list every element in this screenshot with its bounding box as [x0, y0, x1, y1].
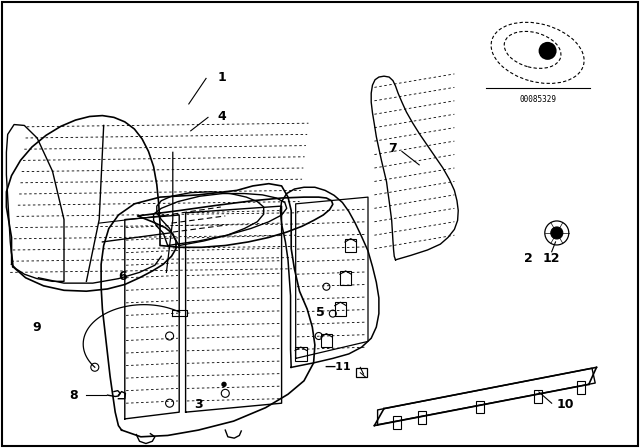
Bar: [534, 390, 541, 403]
Bar: [340, 271, 351, 284]
Bar: [356, 368, 367, 377]
Text: —11: —11: [324, 362, 351, 372]
Text: 8: 8: [69, 388, 78, 402]
Text: 6: 6: [118, 270, 127, 284]
Text: 9: 9: [33, 321, 42, 335]
Bar: [321, 334, 332, 347]
Text: 10: 10: [557, 397, 574, 411]
Bar: [419, 411, 426, 424]
Text: 12: 12: [543, 252, 561, 266]
Text: 5: 5: [316, 306, 324, 319]
Bar: [577, 381, 585, 394]
Circle shape: [222, 383, 226, 386]
Text: 3: 3: [194, 397, 203, 411]
Bar: [393, 416, 401, 429]
Ellipse shape: [504, 31, 561, 69]
Circle shape: [539, 42, 557, 60]
Bar: [295, 347, 307, 361]
Bar: [476, 401, 484, 414]
Ellipse shape: [491, 22, 584, 83]
Text: 4: 4: [218, 110, 227, 123]
Text: 2: 2: [524, 252, 533, 266]
Bar: [335, 302, 346, 316]
Circle shape: [551, 227, 563, 239]
Bar: [345, 239, 356, 252]
Text: 1: 1: [218, 70, 227, 84]
Text: 7: 7: [388, 142, 397, 155]
Circle shape: [545, 221, 569, 245]
Text: 00085329: 00085329: [519, 95, 556, 104]
